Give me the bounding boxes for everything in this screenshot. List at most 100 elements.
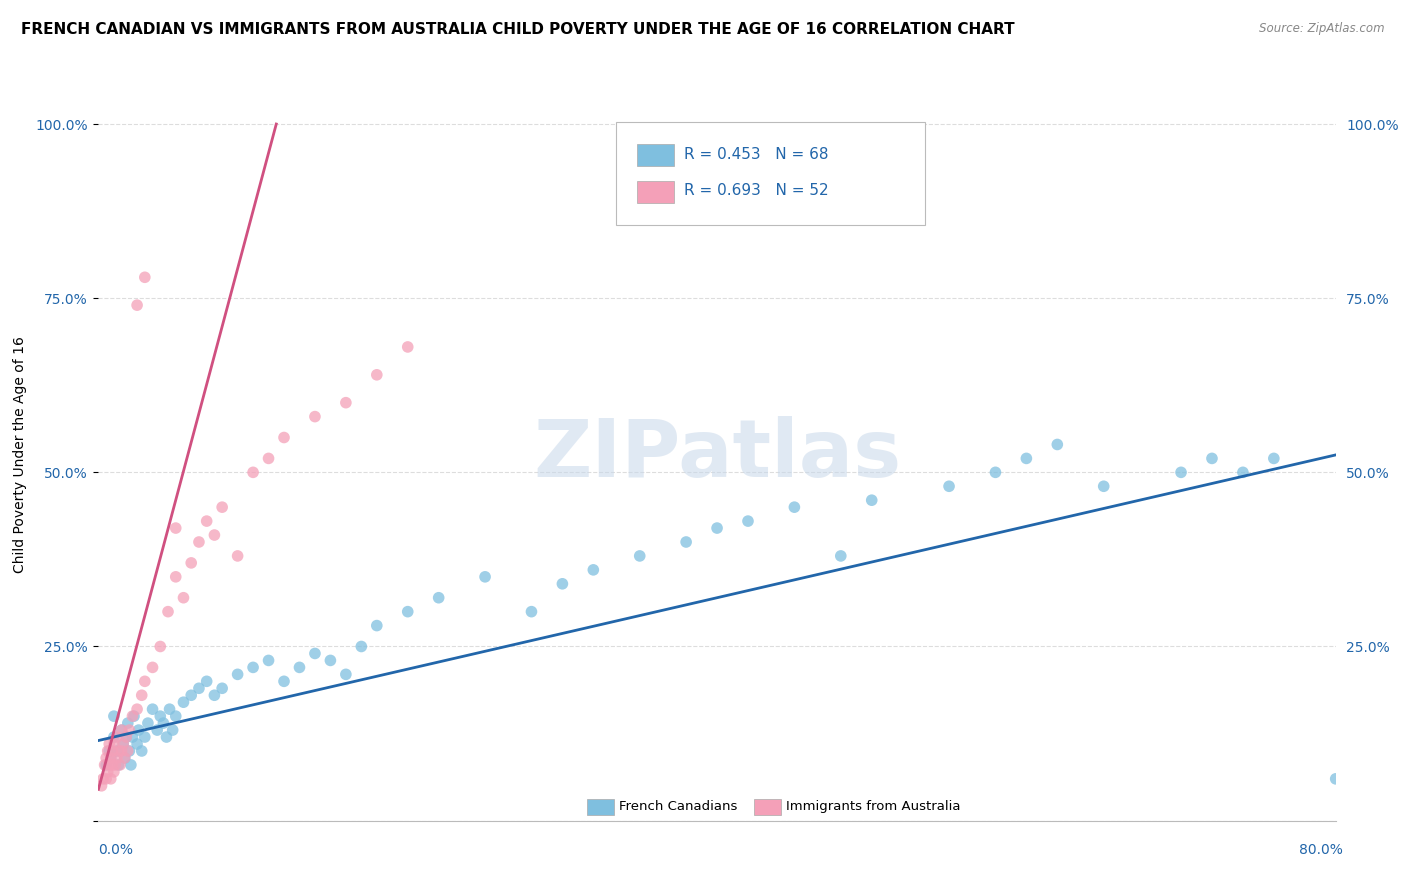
Point	[157, 605, 180, 619]
Point	[520, 605, 543, 619]
Point	[257, 451, 280, 466]
Point	[1263, 451, 1285, 466]
Point	[91, 772, 114, 786]
Point	[101, 744, 124, 758]
Point	[103, 730, 125, 744]
Point	[96, 772, 118, 786]
Point	[335, 667, 357, 681]
Point	[165, 709, 187, 723]
Point	[155, 730, 177, 744]
Point	[142, 660, 165, 674]
Point	[115, 730, 138, 744]
Point	[146, 723, 169, 737]
Point	[104, 758, 127, 772]
Point	[1092, 479, 1115, 493]
FancyBboxPatch shape	[616, 122, 925, 225]
Point	[96, 758, 118, 772]
Point	[134, 730, 156, 744]
Point	[551, 576, 574, 591]
Point	[211, 500, 233, 515]
Point	[288, 660, 311, 674]
Point	[117, 716, 139, 731]
Point	[628, 549, 651, 563]
Point	[165, 521, 187, 535]
Point	[114, 751, 136, 765]
Point	[582, 563, 605, 577]
Point	[204, 688, 226, 702]
Point	[127, 702, 149, 716]
Y-axis label: Child Poverty Under the Age of 16: Child Poverty Under the Age of 16	[13, 336, 27, 574]
Point	[114, 751, 136, 765]
Point	[131, 744, 153, 758]
Point	[242, 466, 264, 480]
Point	[211, 681, 233, 696]
Point	[149, 709, 172, 723]
Point	[121, 730, 143, 744]
Text: Immigrants from Australia: Immigrants from Australia	[786, 800, 960, 814]
Point	[128, 723, 150, 737]
FancyBboxPatch shape	[637, 144, 673, 166]
Point	[335, 395, 357, 409]
Text: Source: ZipAtlas.com: Source: ZipAtlas.com	[1260, 22, 1385, 36]
Point	[112, 737, 135, 751]
Point	[1170, 466, 1192, 480]
Point	[111, 723, 134, 737]
Point	[142, 702, 165, 716]
Point	[675, 535, 697, 549]
Point	[1324, 772, 1347, 786]
Point	[111, 723, 134, 737]
Point	[226, 667, 249, 681]
Point	[159, 702, 181, 716]
Point	[115, 730, 138, 744]
Point	[122, 709, 145, 723]
Point	[90, 779, 112, 793]
Point	[1232, 466, 1254, 480]
Point	[127, 298, 149, 312]
Point	[188, 535, 211, 549]
Point	[120, 758, 142, 772]
Point	[304, 647, 326, 661]
Point	[162, 723, 184, 737]
Point	[1046, 437, 1069, 451]
Point	[366, 368, 388, 382]
Point	[127, 737, 149, 751]
Point	[984, 466, 1007, 480]
FancyBboxPatch shape	[754, 798, 782, 814]
Point	[830, 549, 852, 563]
Point	[474, 570, 496, 584]
Point	[134, 270, 156, 285]
Point	[112, 737, 135, 751]
FancyBboxPatch shape	[588, 798, 614, 814]
Text: French Canadians: French Canadians	[619, 800, 738, 814]
Point	[98, 758, 121, 772]
Text: R = 0.453   N = 68: R = 0.453 N = 68	[683, 147, 828, 161]
Point	[173, 695, 195, 709]
Text: ZIPatlas: ZIPatlas	[533, 416, 901, 494]
Point	[131, 688, 153, 702]
Point	[180, 688, 202, 702]
Point	[737, 514, 759, 528]
Point	[105, 744, 128, 758]
Point	[103, 737, 125, 751]
Point	[105, 730, 128, 744]
Point	[783, 500, 806, 515]
Text: R = 0.693   N = 52: R = 0.693 N = 52	[683, 184, 828, 198]
Point	[134, 674, 156, 689]
Point	[103, 709, 125, 723]
Point	[396, 605, 419, 619]
Point	[105, 751, 128, 765]
Point	[98, 744, 121, 758]
Point	[100, 751, 122, 765]
Point	[366, 618, 388, 632]
Point	[136, 716, 159, 731]
Point	[97, 764, 120, 779]
Point	[108, 758, 131, 772]
Point	[117, 744, 139, 758]
Point	[96, 751, 118, 765]
Point	[257, 653, 280, 667]
Point	[152, 716, 174, 731]
Point	[304, 409, 326, 424]
Point	[118, 744, 141, 758]
Point	[107, 758, 129, 772]
Point	[242, 660, 264, 674]
